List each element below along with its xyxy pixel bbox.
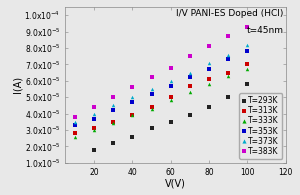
T=353K [111, 109, 115, 112]
Line: T=373K: T=373K [73, 43, 249, 123]
T=333K [130, 114, 134, 116]
T=333K [73, 135, 76, 138]
T=293K [111, 142, 115, 144]
T=373K [246, 43, 249, 46]
T=353K [169, 84, 172, 87]
T=313K [73, 132, 76, 134]
T=383K [207, 45, 211, 48]
T=353K [73, 124, 76, 126]
T=373K [150, 88, 153, 90]
T=313K [188, 84, 192, 87]
Line: T=313K: T=313K [73, 63, 249, 135]
T=293K [226, 96, 230, 98]
T=373K [226, 53, 230, 56]
T=383K [188, 55, 192, 57]
T=293K [92, 149, 96, 151]
Legend: T=293K, T=313K, T=333K, T=353K, T=373K, T=383K: T=293K, T=313K, T=333K, T=353K, T=373K, … [239, 93, 282, 159]
T=313K [226, 71, 230, 74]
T=313K [207, 78, 211, 80]
T=333K [207, 83, 211, 85]
T=313K [130, 114, 134, 116]
T=313K [169, 96, 172, 98]
T=333K [111, 122, 115, 125]
T=293K [150, 127, 153, 129]
T=353K [150, 93, 153, 95]
T=353K [188, 76, 192, 79]
T=313K [246, 63, 249, 66]
T=373K [92, 112, 96, 115]
T=373K [111, 104, 115, 106]
T=333K [188, 91, 192, 93]
T=293K [188, 114, 192, 116]
T=383K [246, 26, 249, 28]
T=313K [150, 106, 153, 108]
Line: T=383K: T=383K [73, 25, 249, 119]
T=373K [130, 96, 134, 98]
T=383K [92, 106, 96, 108]
T=383K [111, 96, 115, 98]
T=293K [169, 121, 172, 123]
T=293K [130, 135, 134, 138]
T=383K [130, 86, 134, 89]
T=383K [169, 66, 172, 69]
Line: T=333K: T=333K [73, 67, 249, 138]
Line: T=293K: T=293K [92, 82, 249, 151]
Line: T=353K: T=353K [73, 50, 249, 127]
T=333K [92, 129, 96, 131]
T=353K [92, 117, 96, 120]
T=383K [150, 76, 153, 79]
Text: t=45nm: t=45nm [247, 26, 284, 35]
T=293K [246, 83, 249, 85]
T=383K [226, 35, 230, 38]
T=333K [169, 99, 172, 102]
T=313K [92, 127, 96, 129]
Y-axis label: I(A): I(A) [13, 76, 23, 93]
T=333K [246, 68, 249, 70]
T=353K [246, 50, 249, 52]
T=313K [111, 121, 115, 123]
T=373K [188, 71, 192, 74]
T=353K [130, 101, 134, 103]
T=333K [226, 75, 230, 77]
T=293K [207, 106, 211, 108]
X-axis label: V(V): V(V) [165, 178, 186, 188]
T=373K [207, 62, 211, 64]
T=373K [169, 80, 172, 82]
Text: I/V PANI-ES Doped (HCl): I/V PANI-ES Doped (HCl) [176, 9, 284, 18]
T=373K [73, 121, 76, 123]
T=333K [150, 107, 153, 110]
T=353K [226, 58, 230, 61]
T=353K [207, 68, 211, 70]
T=383K [73, 116, 76, 118]
